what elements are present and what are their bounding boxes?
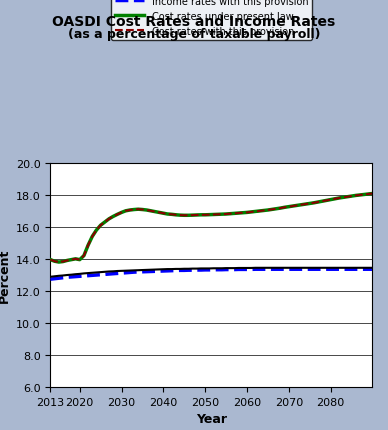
Legend: Income rates under present law, Income rates with this provision, Cost rates und: Income rates under present law, Income r… bbox=[111, 0, 312, 40]
Text: (as a percentage of taxable payroll): (as a percentage of taxable payroll) bbox=[68, 28, 320, 41]
Y-axis label: Percent: Percent bbox=[0, 248, 10, 302]
X-axis label: Year: Year bbox=[196, 412, 227, 425]
Text: OASDI Cost Rates and Income Rates: OASDI Cost Rates and Income Rates bbox=[52, 15, 336, 29]
